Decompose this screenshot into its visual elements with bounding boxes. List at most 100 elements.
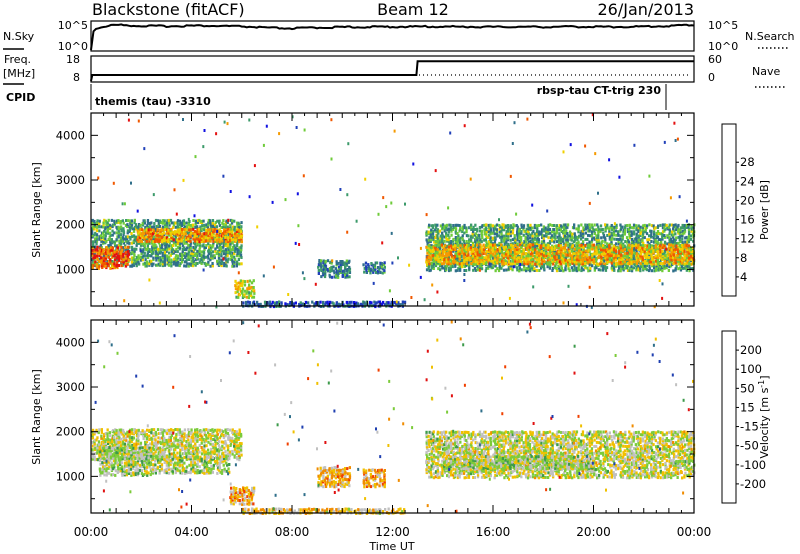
heatmap-cell — [481, 258, 484, 262]
heatmap-cell — [606, 242, 609, 246]
heatmap-cell — [187, 258, 191, 261]
heatmap-cell — [91, 240, 95, 244]
heatmap-cell — [621, 233, 624, 237]
heatmap-cell — [146, 256, 150, 259]
heatmap-cell — [495, 228, 498, 232]
heatmap-cell — [597, 268, 600, 272]
heatmap-cell — [602, 261, 605, 265]
heatmap-cell — [575, 260, 578, 264]
heatmap-cell — [480, 229, 484, 233]
heatmap-cell — [518, 266, 521, 270]
heatmap-cell — [620, 267, 623, 271]
heatmap-cell — [93, 222, 96, 226]
heatmap-cell — [529, 240, 532, 243]
heatmap-cell — [670, 258, 673, 262]
heatmap-cell — [679, 251, 683, 255]
heatmap-cell — [130, 219, 134, 223]
heatmap-cell — [430, 261, 433, 265]
heatmap-cell — [365, 267, 368, 270]
heatmap-cell — [648, 260, 651, 264]
heatmap-cell — [234, 232, 237, 236]
heatmap-cell — [584, 227, 588, 231]
heatmap-cell — [467, 242, 470, 246]
heatmap-cell — [478, 250, 481, 254]
heatmap-cell — [346, 271, 349, 275]
heatmap-cell — [562, 269, 565, 273]
heatmap-cell — [553, 249, 556, 253]
heatmap-cell — [201, 227, 204, 231]
heatmap-cell — [545, 254, 548, 258]
heatmap-cell — [514, 259, 517, 263]
heatmap-cell — [524, 230, 527, 233]
heatmap-cell — [457, 267, 460, 271]
heatmap-cell — [127, 258, 130, 262]
heatmap-cell — [133, 221, 136, 225]
heatmap-cell — [323, 275, 327, 279]
nave-tick-bottom: 0 — [708, 71, 715, 84]
heatmap-cell — [522, 257, 526, 261]
heatmap-cell — [533, 223, 537, 227]
heatmap-cell — [447, 206, 450, 210]
heatmap-cell — [551, 251, 554, 255]
heatmap-cell — [549, 236, 553, 240]
heatmap-cell — [517, 229, 521, 233]
heatmap-cell — [602, 245, 605, 249]
station-title: Blackstone (fitACF) — [92, 0, 245, 19]
heatmap-cell — [137, 241, 141, 245]
heatmap-cell — [631, 267, 634, 271]
heatmap-cell — [447, 262, 450, 266]
heatmap-cell — [518, 234, 521, 238]
heatmap-cell — [443, 250, 446, 254]
heatmap-cell — [353, 301, 356, 304]
heatmap-cell — [626, 264, 629, 268]
heatmap-cell — [463, 246, 466, 250]
heatmap-cell — [150, 237, 153, 241]
heatmap-cell — [343, 261, 346, 265]
heatmap-cell — [240, 248, 243, 252]
heatmap-cell — [489, 223, 492, 227]
heatmap-cell — [549, 254, 552, 258]
heatmap-cell — [168, 241, 171, 245]
heatmap-cell — [645, 252, 648, 256]
heatmap-cell — [124, 254, 128, 258]
heatmap-cell — [176, 223, 179, 227]
heatmap-cell — [150, 221, 153, 225]
heatmap-cell — [485, 244, 488, 247]
heatmap-cell — [478, 240, 481, 244]
heatmap-cell — [674, 232, 677, 236]
heatmap-cell — [637, 230, 640, 234]
heatmap-cell — [687, 230, 691, 234]
heatmap-cell — [226, 225, 229, 229]
heatmap-cell — [218, 240, 221, 244]
heatmap-cell — [151, 264, 154, 268]
heatmap-cell — [580, 250, 583, 254]
heatmap-cell — [451, 228, 455, 231]
heatmap-cell — [604, 254, 607, 258]
heatmap-cell — [600, 258, 603, 262]
heatmap-cell — [158, 244, 162, 248]
heatmap-cell — [455, 252, 458, 255]
heatmap-cell — [476, 238, 479, 242]
heatmap-cell — [174, 240, 178, 244]
heatmap-cell — [191, 253, 195, 257]
heatmap-cell — [155, 245, 158, 249]
heatmap-cell — [161, 262, 165, 266]
heatmap-cell — [200, 234, 203, 238]
heatmap-cell — [185, 221, 188, 225]
heatmap-cell — [404, 202, 406, 206]
heatmap-cell — [383, 303, 387, 307]
heatmap-cell — [229, 248, 232, 252]
heatmap-cell — [194, 222, 197, 226]
heatmap-cell — [562, 234, 566, 238]
heatmap-cell — [239, 230, 243, 234]
heatmap-cell — [613, 262, 616, 266]
heatmap-cell — [143, 261, 147, 265]
heatmap-cell — [111, 246, 114, 250]
heatmap-cell — [202, 268, 205, 272]
heatmap-cell — [434, 251, 437, 255]
heatmap-cell — [231, 264, 234, 268]
heatmap-cell — [124, 264, 127, 268]
heatmap-cell — [527, 243, 530, 247]
heatmap-cell — [134, 235, 138, 239]
heatmap-cell — [573, 232, 576, 236]
